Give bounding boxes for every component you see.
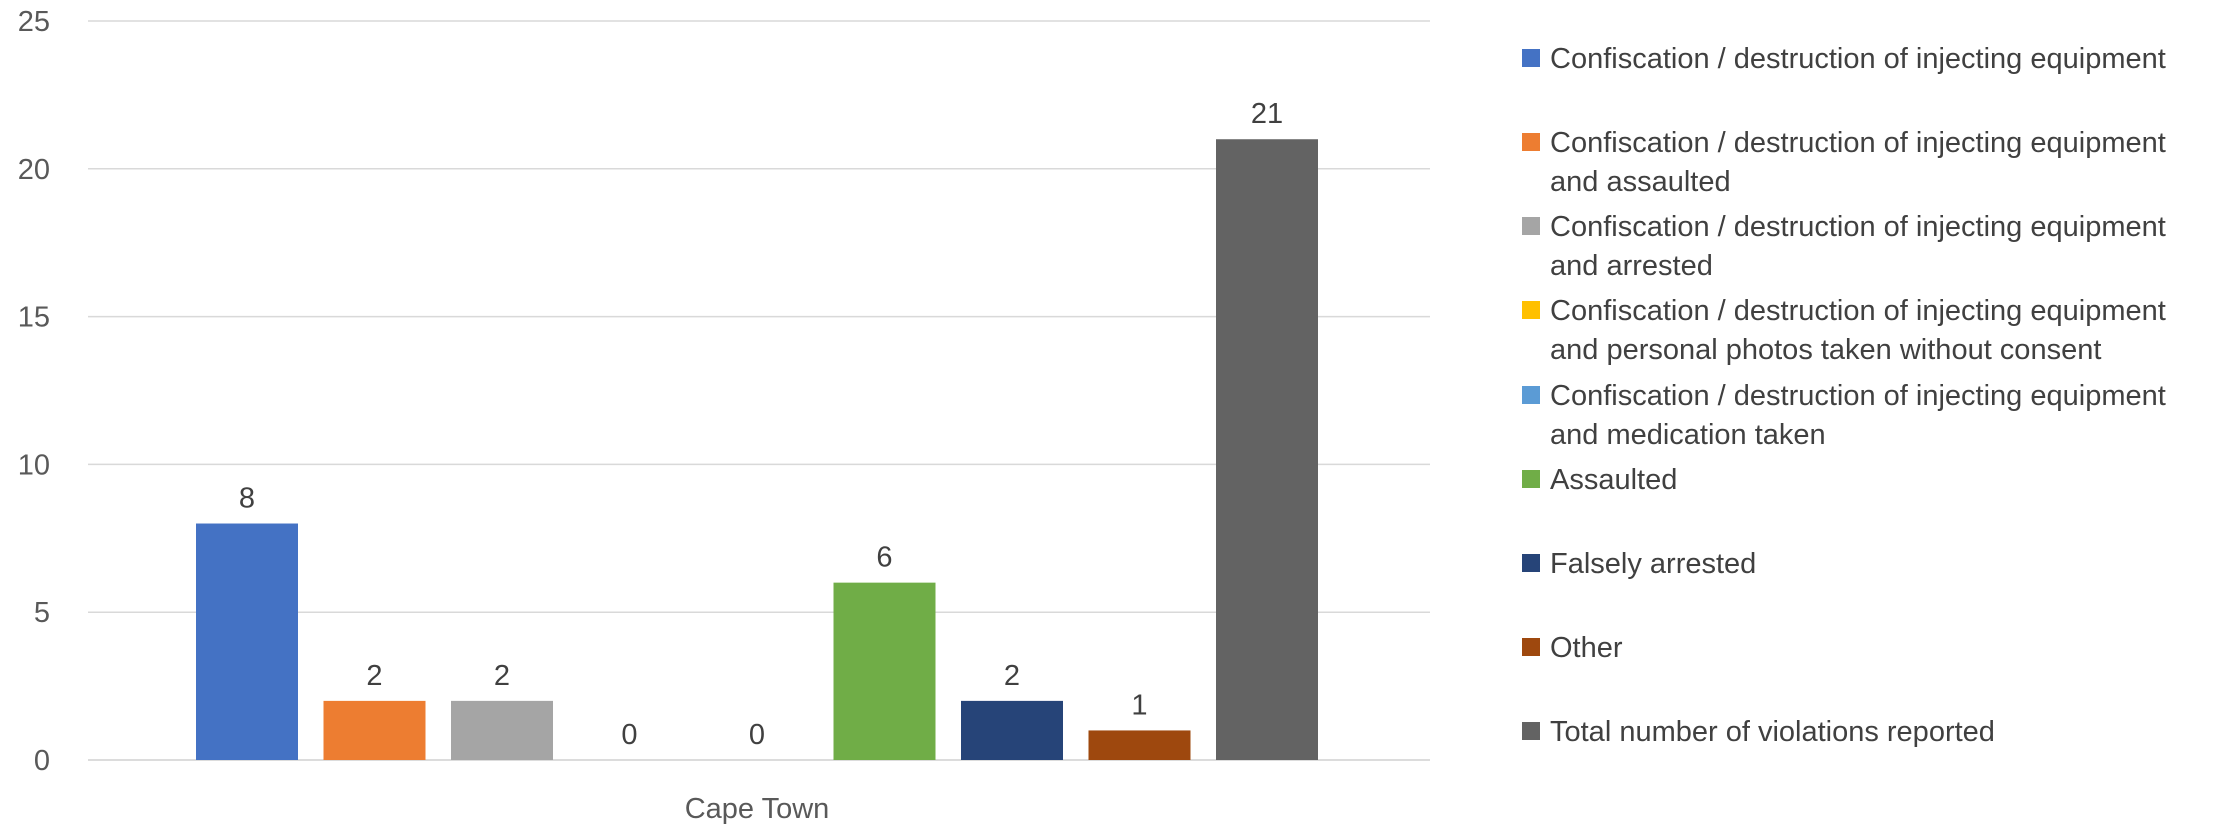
y-tick-label: 20: [18, 154, 50, 186]
data-label: 2: [1004, 660, 1020, 692]
legend-label: Confiscation / destruction of injecting …: [1550, 295, 2166, 366]
y-tick-label: 5: [34, 597, 50, 629]
legend-item: Confiscation / destruction of injecting …: [1522, 40, 2166, 79]
data-label: 0: [749, 719, 765, 751]
x-category-label: Cape Town: [685, 793, 830, 824]
legend-swatch: [1522, 217, 1540, 235]
legend-swatch: [1522, 722, 1540, 740]
legend-label: Confiscation / destruction of injecting …: [1550, 43, 2166, 75]
y-tick-label: 10: [18, 449, 50, 481]
bar: [961, 700, 1063, 760]
data-label: 8: [239, 483, 255, 515]
bar: [323, 700, 426, 760]
data-label: 6: [876, 542, 892, 574]
legend-item: Confiscation / destruction of injecting …: [1522, 208, 2202, 286]
bar: [1216, 139, 1318, 761]
bar: [196, 523, 298, 760]
legend-item: Falsely arrested: [1522, 545, 1756, 584]
legend-label: Confiscation / destruction of injecting …: [1550, 380, 2166, 451]
legend-label: Confiscation / destruction of injecting …: [1550, 127, 2166, 198]
data-label: 21: [1251, 98, 1283, 130]
legend-item: Other: [1522, 629, 1623, 668]
legend-label: Other: [1550, 632, 1623, 664]
legend-item: Total number of violations reported: [1522, 713, 1995, 752]
legend-swatch: [1522, 49, 1540, 67]
y-tick-label: 15: [18, 302, 50, 334]
legend-label: Confiscation / destruction of injecting …: [1550, 211, 2166, 282]
legend-swatch: [1522, 301, 1540, 319]
legend-item: Assaulted: [1522, 461, 1677, 500]
data-label: 2: [366, 660, 382, 692]
legend-item: Confiscation / destruction of injecting …: [1522, 292, 2202, 370]
data-label: 1: [1131, 689, 1147, 721]
bar: [833, 582, 936, 760]
legend-swatch: [1522, 133, 1540, 151]
legend-label: Total number of violations reported: [1550, 716, 1995, 748]
data-label: 0: [621, 719, 637, 751]
y-tick-label: 0: [34, 745, 50, 777]
legend-label: Falsely arrested: [1550, 548, 1757, 580]
data-label: 2: [494, 660, 510, 692]
legend-label: Assaulted: [1550, 464, 1678, 496]
y-tick-label: 25: [18, 6, 50, 38]
bar: [1088, 730, 1191, 760]
legend-item: Confiscation / destruction of injecting …: [1522, 124, 2202, 202]
legend-item: Confiscation / destruction of injecting …: [1522, 377, 2202, 455]
legend-swatch: [1522, 638, 1540, 656]
legend-swatch: [1522, 554, 1540, 572]
bar: [451, 700, 553, 760]
legend-swatch: [1522, 470, 1540, 488]
legend-swatch: [1522, 386, 1540, 404]
